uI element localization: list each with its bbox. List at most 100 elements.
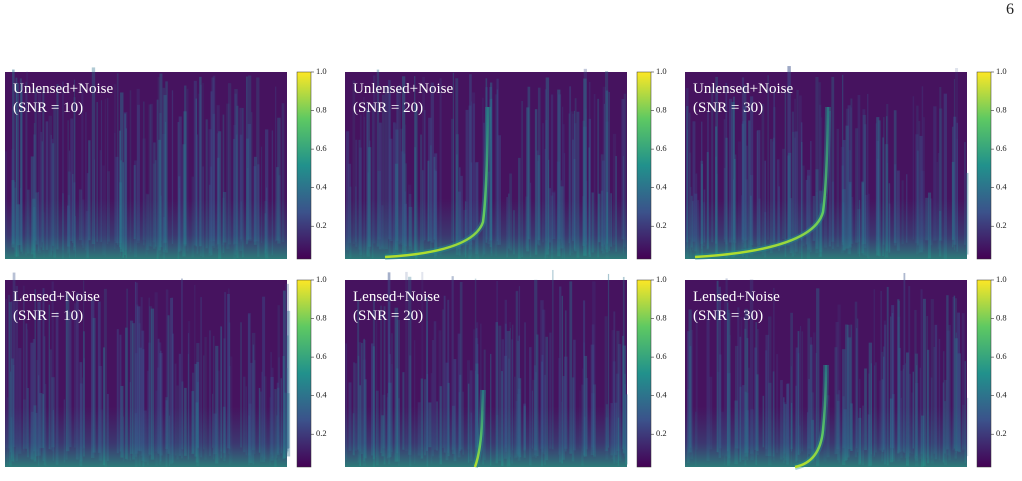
noise-streak [103, 288, 107, 467]
noise-streak [472, 103, 475, 241]
noise-streak [729, 335, 731, 450]
noise-streak [420, 134, 423, 253]
noise-streak [129, 320, 134, 454]
noise-streak [148, 342, 151, 455]
noise-streak [933, 106, 937, 241]
noise-streak [742, 106, 747, 241]
noise-streak [592, 281, 596, 453]
noise-streak [362, 339, 367, 466]
noise-streak [196, 362, 200, 449]
noise-streak [800, 122, 803, 241]
noise-streak [11, 149, 15, 246]
noise-streak [394, 307, 399, 462]
noise-streak [205, 119, 208, 249]
noise-streak [142, 101, 145, 246]
noise-streak [845, 125, 849, 249]
noise-streak [756, 130, 759, 244]
noise-streak [534, 109, 538, 255]
noise-streak [153, 142, 156, 249]
noise-streak [181, 278, 183, 459]
noise-streak [392, 122, 396, 255]
noise-streak [216, 105, 220, 246]
panel-label: Unlensed+Noise [693, 81, 793, 97]
noise-streak [707, 110, 709, 248]
noise-streak [410, 309, 412, 453]
noise-streak [165, 122, 167, 251]
noise-streak [886, 286, 889, 466]
noise-streak [544, 120, 548, 258]
noise-streak [18, 348, 22, 454]
noise-streak [202, 82, 204, 256]
noise-streak [88, 140, 91, 241]
noise-streak [387, 272, 391, 451]
noise-streak [920, 289, 923, 454]
noise-streak [248, 314, 250, 466]
noise-streak [383, 306, 386, 465]
noise-streak [159, 350, 162, 462]
noise-streak [883, 117, 885, 245]
noise-streak [387, 79, 390, 240]
noise-streak [20, 84, 23, 252]
noise-streak [158, 342, 162, 465]
chirp-track [694, 106, 830, 259]
noise-streak [358, 342, 362, 452]
noise-streak [744, 328, 747, 453]
noise-streak [938, 338, 941, 461]
noise-streak [605, 90, 609, 253]
noise-streak [561, 106, 564, 259]
noise-streak [686, 129, 689, 249]
noise-streak [159, 353, 163, 456]
colorbar-tick-label: 0.2 [316, 428, 327, 438]
noise-streak [767, 316, 772, 466]
noise-streak [247, 75, 252, 240]
noise-streak [855, 128, 859, 243]
noise-streak [498, 135, 502, 245]
noise-streak [414, 76, 416, 251]
noise-streak [227, 83, 232, 245]
colorbar-tick-label: 0.6 [316, 143, 327, 153]
noise-streak [561, 295, 563, 464]
noise-streak [953, 79, 955, 250]
noise-streak [56, 84, 59, 250]
noise-streak [815, 76, 819, 254]
noise-streak [529, 347, 532, 466]
noise-streak [55, 311, 59, 465]
noise-streak [622, 345, 626, 454]
noise-streak [509, 321, 511, 466]
colorbar-tick-label: 1.0 [996, 66, 1007, 76]
noise-streak [369, 140, 371, 250]
noise-streak [442, 309, 444, 448]
noise-streak [148, 297, 150, 457]
noise-streak [15, 77, 18, 257]
noise-streak [367, 147, 372, 247]
noise-streak [132, 323, 135, 460]
chirp-track [384, 106, 490, 259]
noise-streak [923, 117, 925, 240]
noise-streak [212, 335, 215, 460]
noise-streak [953, 116, 957, 245]
noise-streak [737, 141, 742, 250]
noise-streak [116, 73, 119, 245]
noise-streak [545, 77, 550, 255]
noise-streak [469, 74, 472, 250]
noise-streak [597, 98, 600, 258]
noise-streak [757, 329, 759, 456]
noise-streak [431, 339, 435, 457]
noise-streak [256, 77, 260, 242]
noise-streak [399, 128, 403, 243]
noise-streak [854, 301, 858, 458]
noise-streak [557, 94, 562, 240]
noise-streak [496, 280, 498, 461]
noise-streak [623, 93, 627, 247]
noise-streak [123, 112, 128, 250]
noise-streak [415, 104, 418, 259]
noise-streak [745, 145, 748, 240]
noise-streak [83, 280, 85, 448]
noise-streak [576, 111, 580, 258]
noise-streak [227, 293, 230, 449]
noise-streak [459, 282, 463, 450]
noise-streak [686, 106, 689, 243]
noise-streak [727, 309, 730, 466]
noise-streak [447, 299, 450, 453]
noise-streak [158, 139, 161, 251]
